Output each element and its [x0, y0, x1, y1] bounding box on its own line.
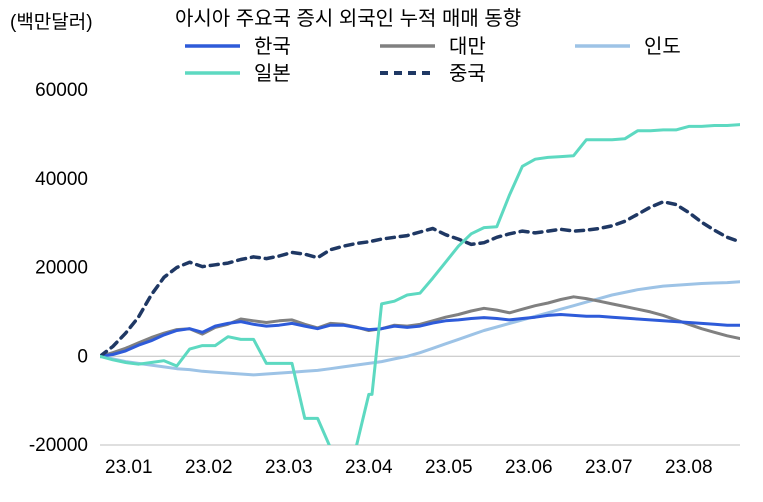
- y-tick-label: -20000: [29, 435, 88, 456]
- legend-label-japan: 일본: [254, 62, 291, 85]
- legend-label-korea: 한국: [254, 35, 291, 58]
- x-tick-label: 23.02: [185, 457, 233, 478]
- legend-label-india: 인도: [644, 35, 681, 58]
- x-tick-label: 23.08: [665, 457, 713, 478]
- series-korea: [100, 315, 740, 357]
- line-chart: -20000 0 20000 40000 60000 23.01 23.02 23.03 23.…: [0, 0, 763, 502]
- x-tick-label: 23.03: [265, 457, 313, 478]
- series-japan: [100, 125, 740, 448]
- y-tick-label: 0: [77, 346, 88, 367]
- series-india: [100, 282, 740, 375]
- x-tick-label: 23.05: [425, 457, 473, 478]
- legend-label-china: 중국: [449, 63, 486, 85]
- y-tick-label: 60000: [35, 80, 88, 101]
- x-tick-label: 23.07: [585, 457, 633, 478]
- chart-container: -20000 0 20000 40000 60000 23.01 23.02 23.03 23.…: [0, 0, 763, 502]
- legend-label-taiwan: 대만: [449, 35, 486, 58]
- x-tick-label: 23.04: [345, 457, 393, 478]
- x-tick-label: 23.06: [505, 457, 553, 478]
- chart-title: 아시아 주요국 증시 외국인 누적 매매 동향: [175, 7, 521, 30]
- x-tick-label: 23.01: [105, 457, 153, 478]
- series-china: [100, 202, 740, 356]
- y-tick-label: 40000: [35, 169, 88, 190]
- y-axis-label: (백만달러): [10, 11, 93, 33]
- plot-area: [100, 125, 740, 448]
- y-tick-label: 20000: [35, 258, 88, 279]
